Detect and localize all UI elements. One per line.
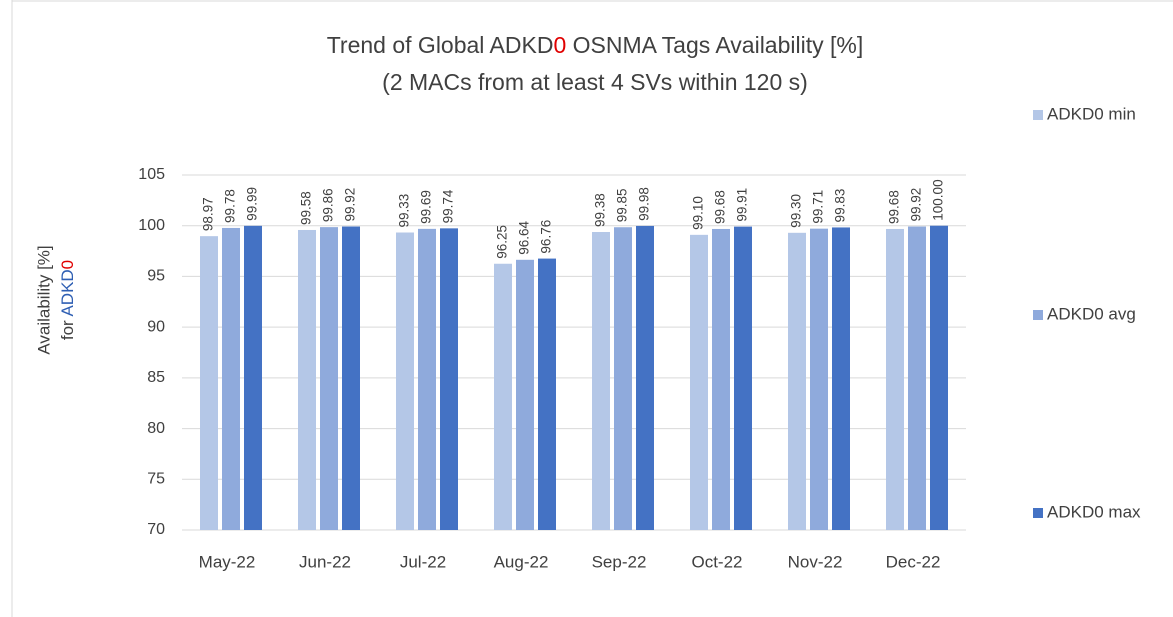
- x-tick-label: Dec-22: [886, 552, 941, 571]
- y-tick-label: 95: [147, 268, 165, 285]
- bar: [908, 226, 926, 531]
- y-tick-label: 90: [147, 318, 165, 335]
- bar: [788, 232, 806, 531]
- y-axis-label: Availability [%] for ADKD0: [34, 245, 77, 354]
- bar: [636, 225, 654, 530]
- y-tick-label: 80: [147, 420, 165, 437]
- value-label: 99.68: [887, 190, 902, 224]
- y-label-part: 0: [58, 260, 77, 269]
- y-tick-label: 85: [147, 369, 165, 386]
- y-label-part: ADKD: [58, 269, 77, 316]
- value-label: 99.30: [789, 194, 804, 228]
- bar: [440, 228, 458, 530]
- bar: [592, 232, 610, 530]
- bar: [516, 259, 534, 530]
- value-label: 99.38: [593, 193, 608, 227]
- bar: [396, 232, 414, 530]
- value-label: 99.86: [321, 188, 336, 222]
- y-tick-label: 105: [138, 166, 165, 183]
- bar: [244, 225, 262, 530]
- x-tick-label: Oct-22: [691, 552, 742, 571]
- value-label: 99.91: [735, 188, 750, 222]
- value-label: 99.69: [419, 190, 434, 224]
- legend-swatch: [1033, 310, 1043, 320]
- value-label: 96.25: [495, 225, 510, 259]
- title-part: Trend of Global ADKD: [327, 32, 554, 58]
- value-label: 99.33: [397, 194, 412, 228]
- y-axis-label-line: Availability [%]: [34, 245, 53, 354]
- value-label: 99.83: [833, 189, 848, 223]
- legend-swatch: [1033, 508, 1043, 518]
- bar: [418, 228, 436, 530]
- y-tick-label: 75: [147, 471, 165, 488]
- value-label: 98.97: [201, 197, 216, 231]
- bar: [614, 227, 632, 530]
- bar: [320, 227, 338, 531]
- bar: [222, 227, 240, 530]
- value-label: 99.99: [245, 187, 260, 221]
- bar: [832, 227, 850, 530]
- value-label: 99.92: [909, 188, 924, 222]
- chart-title: Trend of Global ADKD0 OSNMA Tags Availab…: [327, 32, 864, 58]
- x-tick-label: Jul-22: [400, 552, 446, 571]
- chart-subtitle: (2 MACs from at least 4 SVs within 120 s…: [382, 69, 808, 95]
- bar: [538, 258, 556, 530]
- bar: [342, 226, 360, 531]
- bar: [712, 228, 730, 530]
- legend-label: ADKD0 avg: [1047, 304, 1136, 323]
- x-tick-label: May-22: [199, 552, 256, 571]
- bar: [200, 236, 218, 530]
- value-label: 99.98: [637, 187, 652, 221]
- legend-swatch: [1033, 110, 1043, 120]
- value-label: 99.78: [223, 189, 238, 223]
- y-tick-label: 100: [138, 217, 165, 234]
- bar: [298, 229, 316, 530]
- value-label: 99.74: [441, 189, 456, 223]
- value-label: 96.64: [517, 221, 532, 255]
- legend-label: ADKD0 min: [1047, 104, 1136, 123]
- bar: [930, 225, 948, 530]
- x-tick-label: Sep-22: [592, 552, 647, 571]
- x-tick-label: Nov-22: [788, 552, 843, 571]
- bar: [734, 226, 752, 530]
- x-tick-label: Aug-22: [494, 552, 549, 571]
- x-tick-label: Jun-22: [299, 552, 351, 571]
- y-label-part: for: [58, 317, 77, 341]
- value-label: 96.76: [539, 220, 554, 254]
- value-label: 99.68: [713, 190, 728, 224]
- value-label: 99.92: [343, 188, 358, 222]
- bar: [810, 228, 828, 531]
- value-label: 100.00: [931, 179, 946, 220]
- title-part: OSNMA Tags Availability [%]: [566, 32, 863, 58]
- value-label: 99.58: [299, 191, 314, 225]
- y-tick-label: 70: [147, 521, 165, 538]
- y-axis-label-line: for ADKD0: [58, 260, 77, 340]
- bar: [690, 234, 708, 531]
- title-part: 0: [553, 32, 566, 58]
- bar: [494, 263, 512, 530]
- value-label: 99.85: [615, 188, 630, 222]
- bar: [886, 228, 904, 530]
- value-label: 99.10: [691, 196, 706, 230]
- value-label: 99.71: [811, 190, 826, 224]
- legend-label: ADKD0 max: [1047, 502, 1141, 521]
